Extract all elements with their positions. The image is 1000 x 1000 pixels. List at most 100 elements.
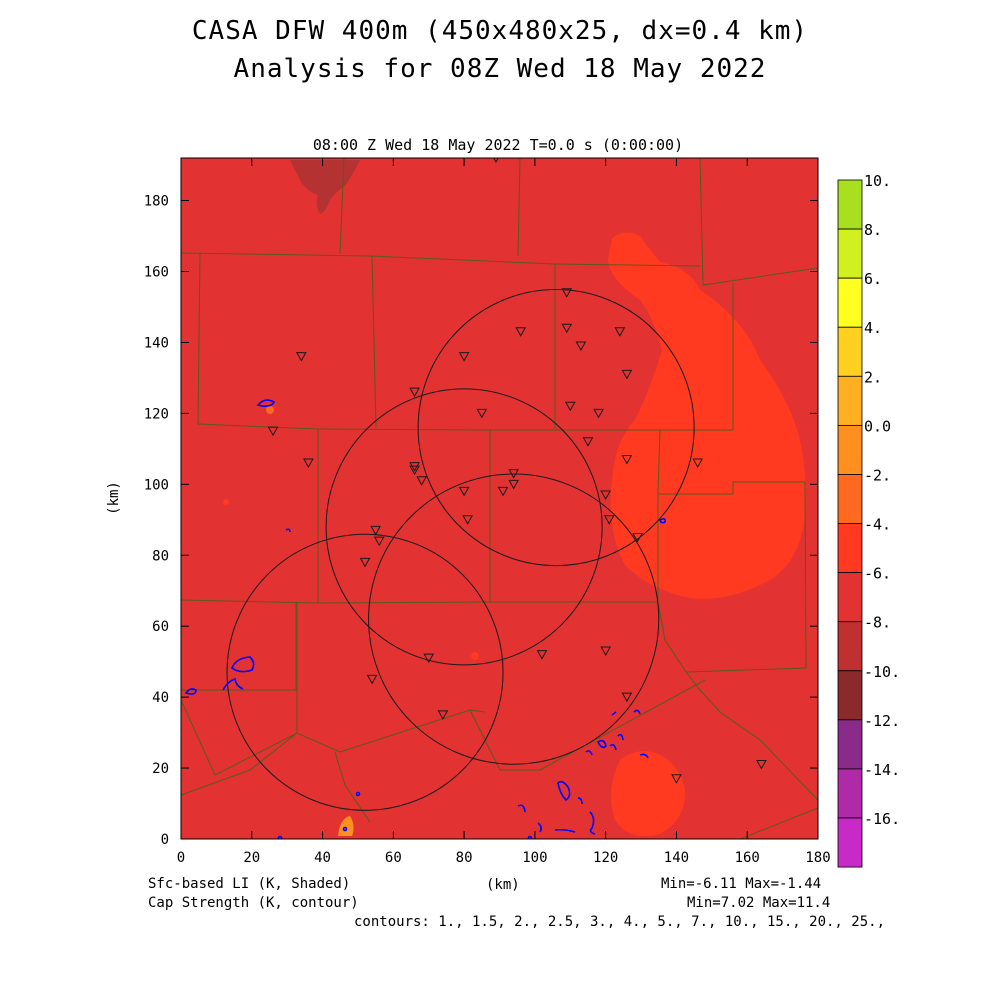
station-marker [671,774,682,784]
colorbar-label: 0.0 [864,417,891,435]
colorbar-label: -8. [864,614,891,632]
plot-frame [180,157,819,840]
station-marker [561,323,573,334]
station-marker [462,515,474,525]
y-tick-label: 160 [144,265,169,281]
colorbar-swatch [837,228,863,279]
y-tick-label: 120 [144,406,169,422]
station-marker [303,458,314,469]
station-marker [373,536,385,547]
li-cool-region [290,160,360,214]
station-marker [370,525,381,536]
shaded-min-max: Min=-6.11 Max=-1.44 [661,876,822,892]
li-warm-spot [471,652,479,660]
radar-ring [325,388,603,666]
y-tick-label: 180 [144,194,169,210]
station-marker [458,486,470,497]
station-marker [582,437,594,447]
x-tick-label: 20 [243,850,260,866]
station-marker [600,490,612,500]
station-marker [632,533,643,543]
colorbar-swatch [837,474,863,524]
station-marker [561,288,573,298]
colorbar-swatch [837,572,863,623]
colorbar-swatch [837,277,863,328]
station-marker [564,401,576,412]
colorbar-label: -6. [864,565,891,583]
colorbar-swatch [837,424,863,475]
colorbar-swatch [837,817,863,868]
station-marker [536,650,548,660]
title-line-1: CASA DFW 400m (450x480x25, dx=0.4 km) [191,16,809,46]
x-axis: 0 20 40 60 80 100 120 140 160 180 [177,158,831,866]
station-marker [614,327,626,337]
colorbar-swatch [837,179,863,230]
station-marker [621,692,633,703]
x-tick-label: 100 [522,850,547,866]
colorbar-swatch [837,326,863,377]
y-tick-label: 40 [152,690,169,706]
station-marker [267,426,279,437]
radar-ring [226,533,504,811]
x-axis-label: (km) [486,877,520,893]
station-marker [437,710,449,720]
y-axis-label: (km) [106,481,122,515]
station-marker [692,458,704,469]
contour-min-max: Min=7.02 Max=11.4 [687,895,831,911]
station-marker [621,369,633,380]
li-warm-spot [266,406,274,414]
li-warm-spot [338,816,354,836]
x-tick-label: 140 [664,850,689,866]
radar-coverage-rings [226,289,695,811]
station-marker [409,465,420,476]
station-marker [575,341,587,352]
title-line-2: Analysis for 08Z Wed 18 May 2022 [233,54,767,84]
footer-contour-label: Cap Strength (K, contour) [148,895,359,911]
x-tick-label: 120 [593,850,618,866]
plot-time-label: 08:00 Z Wed 18 May 2022 T=0.0 s (0:00:00… [312,136,684,154]
station-marker [416,476,427,486]
colorbar-label: 6. [864,270,882,288]
county-borders [181,158,818,839]
x-tick-label: 40 [314,850,331,866]
station-marker [295,352,307,362]
y-tick-label: 60 [152,619,169,635]
x-tick-label: 0 [177,850,185,866]
station-marker [600,646,612,657]
colorbar-label: 2. [864,368,882,386]
station-marker [508,469,520,479]
colorbar-label: -10. [864,663,900,681]
station-marker [497,486,509,497]
map-field [181,158,818,839]
station-marker [409,387,420,398]
colorbar-label: -2. [864,466,891,484]
station-marker [423,653,435,664]
y-tick-label: 80 [152,548,169,564]
radar-ring [368,473,660,765]
colorbar-label: -16. [864,810,900,828]
station-marker [603,515,615,525]
colorbar-label: 8. [864,221,882,239]
station-marker [515,327,527,337]
colorbar-label: -4. [864,516,891,534]
colorbar: 10. 8. 6. 4. 2. 0.0 -2. -4. -6. -8. -10. -12. -14. -1… [837,172,900,868]
radar-ring [417,289,695,567]
li-warm-region [611,751,686,837]
y-tick-label: 140 [144,335,169,351]
colorbar-label: -12. [864,712,900,730]
station-marker [508,479,520,490]
x-tick-label: 180 [805,850,830,866]
station-marker [621,454,633,465]
y-tick-label: 0 [161,832,169,848]
colorbar-swatch [837,670,863,721]
station-marker [476,408,488,419]
x-tick-label: 80 [456,850,473,866]
colorbar-swatch [837,523,863,574]
colorbar-swatch [837,719,863,770]
li-warm-spot [223,499,229,505]
colorbar-label: -14. [864,761,900,779]
colorbar-label: 4. [864,319,882,337]
colorbar-swatch [837,375,863,426]
station-marker [366,674,378,685]
